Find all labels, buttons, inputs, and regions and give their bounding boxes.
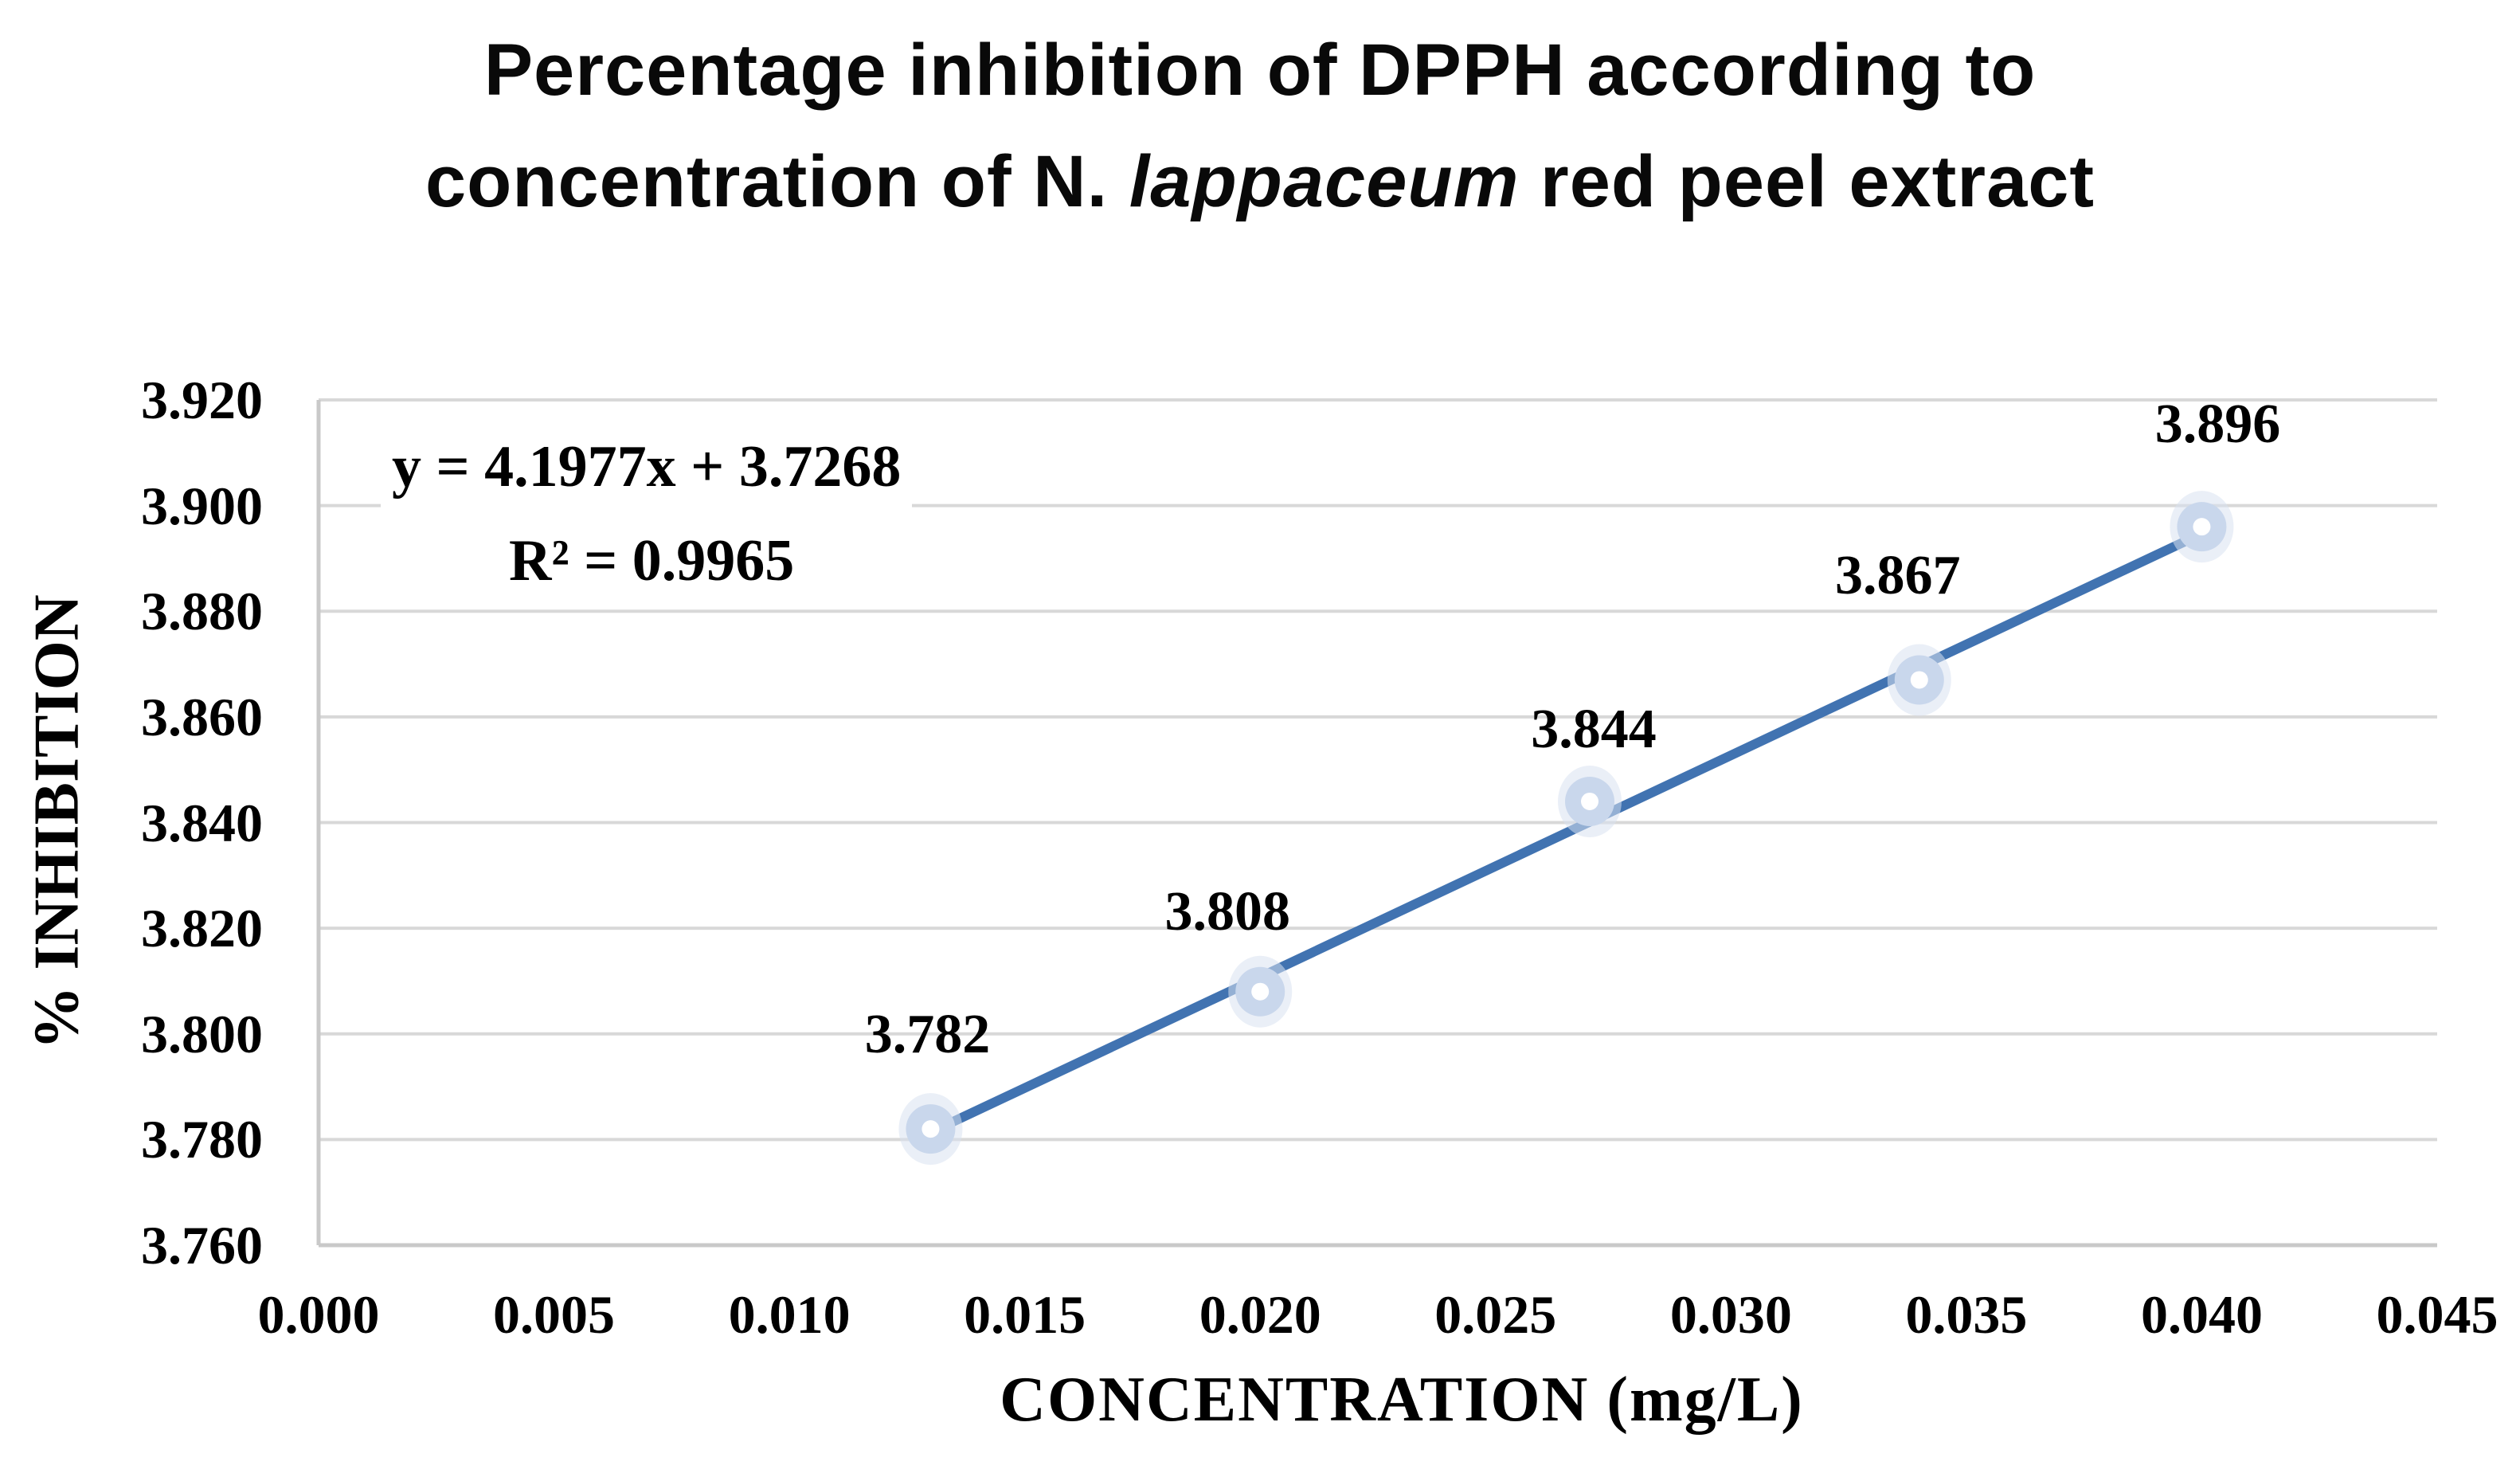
x-tick-0.010: 0.010 [728,1284,851,1345]
data-point-label-3.808: 3.808 [1164,880,1290,942]
data-point-hole-3.896 [2193,518,2211,536]
x-tick-0.005: 0.005 [493,1284,616,1345]
trendline [916,524,2217,1142]
trendline-r-squared: R² = 0.9965 [498,519,806,603]
x-tick-0.040: 0.040 [2140,1284,2263,1345]
y-tick-3.900: 3.900 [141,475,263,536]
data-point-hole-3.844 [1581,792,1598,810]
chart-title-species-italic: lappaceum [1129,141,1520,222]
x-tick-0.035: 0.035 [1905,1284,2028,1345]
x-axis-title: CONCENTRATION (mg/L) [1000,1365,1804,1435]
y-tick-3.820: 3.820 [141,898,263,959]
y-tick-3.840: 3.840 [141,792,263,853]
trendline-equation: y = 4.1977x + 3.7268 [381,425,913,509]
data-point-hole-3.782 [922,1120,940,1138]
x-tick-0.015: 0.015 [964,1284,1086,1345]
chart-title-line2-post: red peel extract [1519,141,2095,222]
x-tick-0.020: 0.020 [1199,1284,1321,1345]
y-tick-3.920: 3.920 [141,370,263,430]
y-tick-3.860: 3.860 [141,686,263,747]
x-tick-0.030: 0.030 [1669,1284,1792,1345]
data-point-label-3.896: 3.896 [2154,394,2281,456]
chart-title-line2: concentration of N. lappaceum red peel e… [0,126,2520,237]
y-tick-3.780: 3.780 [141,1109,263,1170]
chart-title: Percentage inhibition of DPPH according … [0,14,2520,237]
x-tick-0.000: 0.000 [257,1284,380,1345]
chart-title-line2-pre: concentration of N. [425,141,1129,222]
data-point-label-3.867: 3.867 [1835,545,1961,607]
y-tick-3.760: 3.760 [141,1215,263,1275]
data-point-label-3.782: 3.782 [864,1004,991,1066]
data-point-label-3.844: 3.844 [1531,698,1657,760]
y-tick-3.800: 3.800 [141,1003,263,1064]
chart-title-line1: Percentage inhibition of DPPH according … [483,29,2037,111]
x-tick-0.025: 0.025 [1434,1284,1557,1345]
x-tick-0.045: 0.045 [2376,1284,2498,1345]
y-tick-3.880: 3.880 [141,581,263,642]
data-point-hole-3.808 [1251,982,1270,1001]
data-point-hole-3.867 [1910,671,1928,689]
